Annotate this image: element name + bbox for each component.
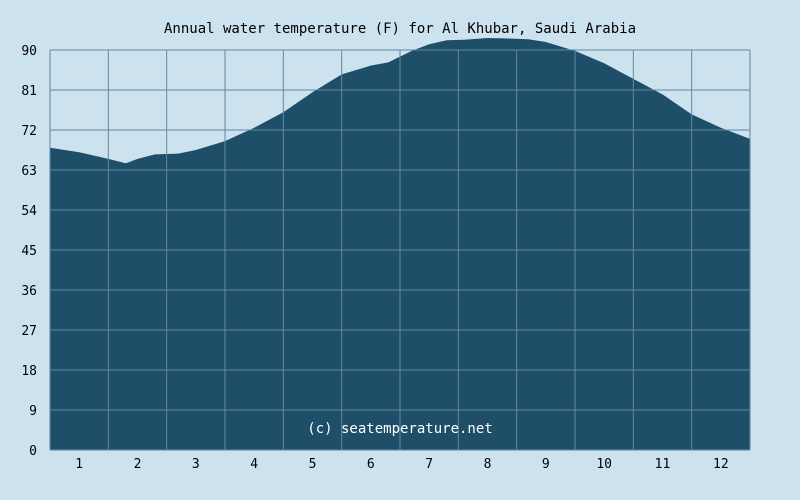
- y-tick-label: 0: [29, 444, 37, 459]
- x-tick-label: 2: [134, 457, 142, 472]
- y-tick-label: 90: [21, 44, 37, 59]
- y-tick-label: 27: [21, 324, 37, 339]
- y-tick-label: 45: [21, 244, 37, 259]
- x-tick-label: 7: [425, 457, 433, 472]
- y-tick-label: 18: [21, 364, 37, 379]
- x-tick-label: 1: [75, 457, 83, 472]
- x-tick-label: 3: [192, 457, 200, 472]
- y-tick-label: 63: [21, 164, 37, 179]
- x-tick-label: 10: [596, 457, 612, 472]
- x-tick-label: 12: [713, 457, 729, 472]
- y-tick-label: 36: [21, 284, 37, 299]
- x-tick-label: 6: [367, 457, 375, 472]
- y-axis-ticks: 0 9 18 27 36 45 54 63 72 81 90: [21, 44, 37, 459]
- y-tick-label: 81: [21, 84, 37, 99]
- y-tick-label: 54: [21, 204, 37, 219]
- x-tick-label: 4: [250, 457, 258, 472]
- y-tick-label: 72: [21, 124, 37, 139]
- y-tick-label: 9: [29, 404, 37, 419]
- x-tick-label: 5: [309, 457, 317, 472]
- plot-area: [49, 38, 751, 451]
- x-tick-label: 8: [484, 457, 492, 472]
- x-axis-ticks: 1 2 3 4 5 6 7 8 9 10 11 12: [75, 457, 728, 472]
- x-tick-label: 11: [655, 457, 671, 472]
- chart-title: Annual water temperature (F) for Al Khub…: [164, 21, 636, 37]
- watermark: (c) seatemperature.net: [307, 421, 492, 437]
- x-tick-label: 9: [542, 457, 550, 472]
